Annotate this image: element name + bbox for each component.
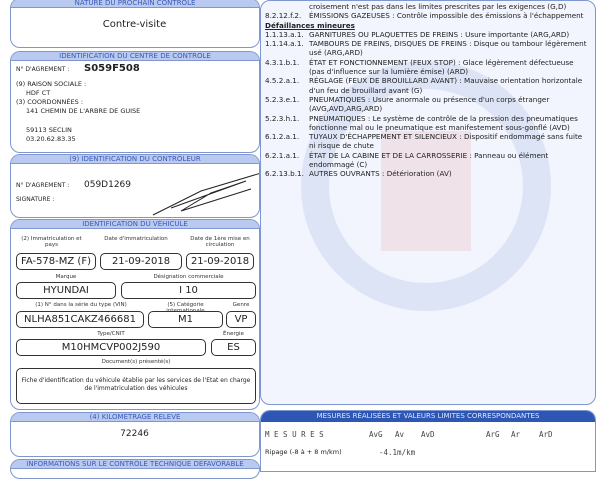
city: 59113 SECLIN bbox=[26, 126, 72, 134]
defect-text: RÉGLAGE (FEUX DE BROUILLARD AVANT) : Mau… bbox=[309, 76, 583, 95]
energie-field: ES bbox=[211, 339, 256, 356]
defect-code: 6.2.13.b.1. bbox=[265, 169, 304, 179]
defect-code: 1.1.13.a.1. bbox=[265, 29, 304, 39]
section-header: IDENTIFICATION DU CENTRE DE CONTRÔLE bbox=[11, 52, 259, 61]
watermark-logo-center bbox=[381, 131, 471, 251]
next-control-section: NATURE DU PROCHAIN CONTRÔLE Contre-visit… bbox=[10, 0, 260, 48]
defect-item: 1.1.14.a.1. TAMBOURS DE FREINS, DISQUES D… bbox=[261, 39, 595, 58]
ripage-label: Ripage (-8 à + 8 m/km) bbox=[265, 448, 342, 456]
defect-item: 5.2.3.e.1. PNEUMATIQUES : Usure anormale … bbox=[261, 95, 595, 114]
immat-label: (2) Immatriculation et pays bbox=[21, 236, 82, 248]
info-section: INFORMATIONS SUR LE CONTRÔLE TECHNIQUE D… bbox=[10, 459, 260, 479]
section-header: INFORMATIONS SUR LE CONTRÔLE TECHNIQUE D… bbox=[11, 460, 259, 469]
defect-text: AUTRES OUVRANTS : Détérioration (AV) bbox=[309, 169, 452, 179]
raison-label: (9) RAISON SOCIALE : bbox=[16, 80, 87, 88]
defect-text: TAMBOURS DE FREINS, DISQUES DE FREINS : … bbox=[309, 39, 587, 58]
controller-section: (9) IDENTIFICATION DU CONTRÔLEUR N° D'AG… bbox=[10, 154, 260, 218]
genre-label: Genre bbox=[232, 302, 250, 308]
defect-item: 4.3.1.b.1. ÉTAT ET FONCTIONNEMENT (FEUX S… bbox=[261, 58, 595, 77]
defect-text: PNEUMATIQUES : Usure anormale ou présenc… bbox=[309, 94, 550, 114]
signature-label: SIGNATURE : bbox=[16, 196, 55, 203]
defect-item: 6.1.2.a.1. TUYAUX D'ÉCHAPPEMENT ET SILENC… bbox=[261, 132, 595, 151]
defect-text: ÉMISSIONS GAZEUSES : Contrôle impossible… bbox=[309, 11, 584, 21]
col-ard: ArD bbox=[539, 430, 553, 439]
agrement-label: N° D'AGREMENT : bbox=[16, 182, 70, 189]
address: 141 CHEMIN DE L'ARBRE DE GUISE bbox=[26, 107, 141, 115]
date-immat-field: 21-09-2018 bbox=[100, 253, 182, 270]
designation-field: I 10 bbox=[121, 282, 256, 299]
defect-item: 8.2.12.f.2. ÉMISSIONS GAZEUSES : Contrôle… bbox=[261, 11, 595, 20]
mileage-value: 72246 bbox=[120, 429, 149, 439]
vin-field: NLHA851CAKZ466681 bbox=[16, 311, 144, 328]
type-field: M10HMCVP002J590 bbox=[16, 339, 206, 356]
defect-continuation: croisement n'est pas dans les limites pr… bbox=[309, 2, 567, 11]
col-arg: ArG bbox=[486, 430, 500, 439]
defect-code: 6.2.1.a.1. bbox=[265, 150, 300, 160]
marque-label: Marque bbox=[55, 274, 77, 280]
docs-label: Document(s) présenté(s) bbox=[101, 359, 171, 365]
phone: 03.20.62.83.35 bbox=[26, 135, 76, 143]
defect-item: 1.1.13.a.1. GARNITURES OU PLAQUETTES DE F… bbox=[261, 30, 595, 39]
ripage-value: -4.1m/km bbox=[379, 448, 416, 457]
date-immat-label: Date d'immatriculation bbox=[104, 236, 168, 242]
defect-code: 4.3.1.b.1. bbox=[265, 57, 300, 67]
coord-label: (3) COORDONNÉES : bbox=[16, 98, 84, 106]
docs-field: Fiche d'identification du véhicule établ… bbox=[16, 368, 256, 404]
defect-text: GARNITURES OU PLAQUETTES DE FREINS : Usu… bbox=[309, 29, 570, 39]
designation-label: Désignation commerciale bbox=[153, 274, 224, 280]
agrement-label: N° D'AGREMENT : bbox=[16, 66, 70, 73]
section-header: (9) IDENTIFICATION DU CONTRÔLEUR bbox=[11, 155, 259, 164]
raison-value: HDF CT bbox=[26, 89, 51, 97]
col-ar: Ar bbox=[511, 430, 521, 439]
defect-code: 5.2.3.e.1. bbox=[265, 94, 300, 104]
defect-item: 4.5.2.a.1. RÉGLAGE (FEUX DE BROUILLARD AV… bbox=[261, 76, 595, 95]
signature-image bbox=[152, 173, 259, 216]
cat-field: M1 bbox=[148, 311, 223, 328]
marque-field: HYUNDAI bbox=[16, 282, 116, 299]
defect-text: ÉTAT DE LA CABINE ET DE LA CARROSSERIE :… bbox=[309, 150, 549, 170]
defect-code: 5.2.3.h.1. bbox=[265, 113, 300, 123]
minor-title: Défaillances mineures bbox=[265, 20, 355, 30]
vin-label: (1) N° dans la série du type (VIN) bbox=[35, 302, 127, 308]
col-av: Av bbox=[395, 430, 405, 439]
defect-code: 1.1.14.a.1. bbox=[265, 39, 304, 49]
section-header: NATURE DU PROCHAIN CONTRÔLE bbox=[11, 0, 259, 8]
defects-panel: croisement n'est pas dans les limites pr… bbox=[260, 0, 596, 405]
controller-agrement: 059D1269 bbox=[84, 180, 132, 190]
immat-field: FA-578-MZ (F) bbox=[16, 253, 96, 270]
date-first-field: 21-09-2018 bbox=[186, 253, 254, 270]
defect-code: 4.5.2.a.1. bbox=[265, 76, 300, 86]
defect-item: 5.2.3.h.1. PNEUMATIQUES : Le système de c… bbox=[261, 114, 595, 133]
defect-text: ÉTAT ET FONCTIONNEMENT (FEUX STOP) : Gla… bbox=[309, 57, 574, 77]
date-first-label: Date de 1ère mise en circulation bbox=[190, 236, 250, 248]
section-header: (4) KILOMÉTRAGE RELEVÉ bbox=[11, 413, 259, 422]
defect-item: 6.2.13.b.1. AUTRES OUVRANTS : Détériorati… bbox=[261, 169, 595, 178]
defect-item: 6.2.1.a.1. ÉTAT DE LA CABINE ET DE LA CAR… bbox=[261, 151, 595, 170]
defect-text: TUYAUX D'ÉCHAPPEMENT ET SILENCIEUX : Dis… bbox=[309, 132, 583, 151]
next-control-value: Contre-visite bbox=[102, 19, 167, 30]
col-avd: AvD bbox=[421, 430, 435, 439]
col-avg: AvG bbox=[369, 430, 383, 439]
center-agrement: S059F508 bbox=[84, 63, 140, 74]
measures-section: MESURES RÉALISÉES ET VALEURS LIMITES COR… bbox=[260, 410, 596, 472]
defect-code: 8.2.12.f.2. bbox=[265, 11, 302, 21]
center-section: IDENTIFICATION DU CENTRE DE CONTRÔLE N° … bbox=[10, 51, 260, 153]
type-label: Type/CNIT bbox=[97, 331, 125, 337]
section-header: IDENTIFICATION DU VÉHICULE bbox=[11, 220, 259, 229]
defect-code: 6.1.2.a.1. bbox=[265, 132, 300, 142]
genre-field: VP bbox=[226, 311, 256, 328]
defect-text: PNEUMATIQUES : Le système de contrôle de… bbox=[309, 113, 578, 132]
section-header: MESURES RÉALISÉES ET VALEURS LIMITES COR… bbox=[261, 411, 595, 422]
vehicle-section: IDENTIFICATION DU VÉHICULE (2) Immatricu… bbox=[10, 219, 260, 410]
measures-title: M E S U R E S bbox=[265, 430, 324, 439]
mileage-section: (4) KILOMÉTRAGE RELEVÉ 72246 bbox=[10, 412, 260, 457]
energie-label: Énergie bbox=[223, 331, 244, 337]
